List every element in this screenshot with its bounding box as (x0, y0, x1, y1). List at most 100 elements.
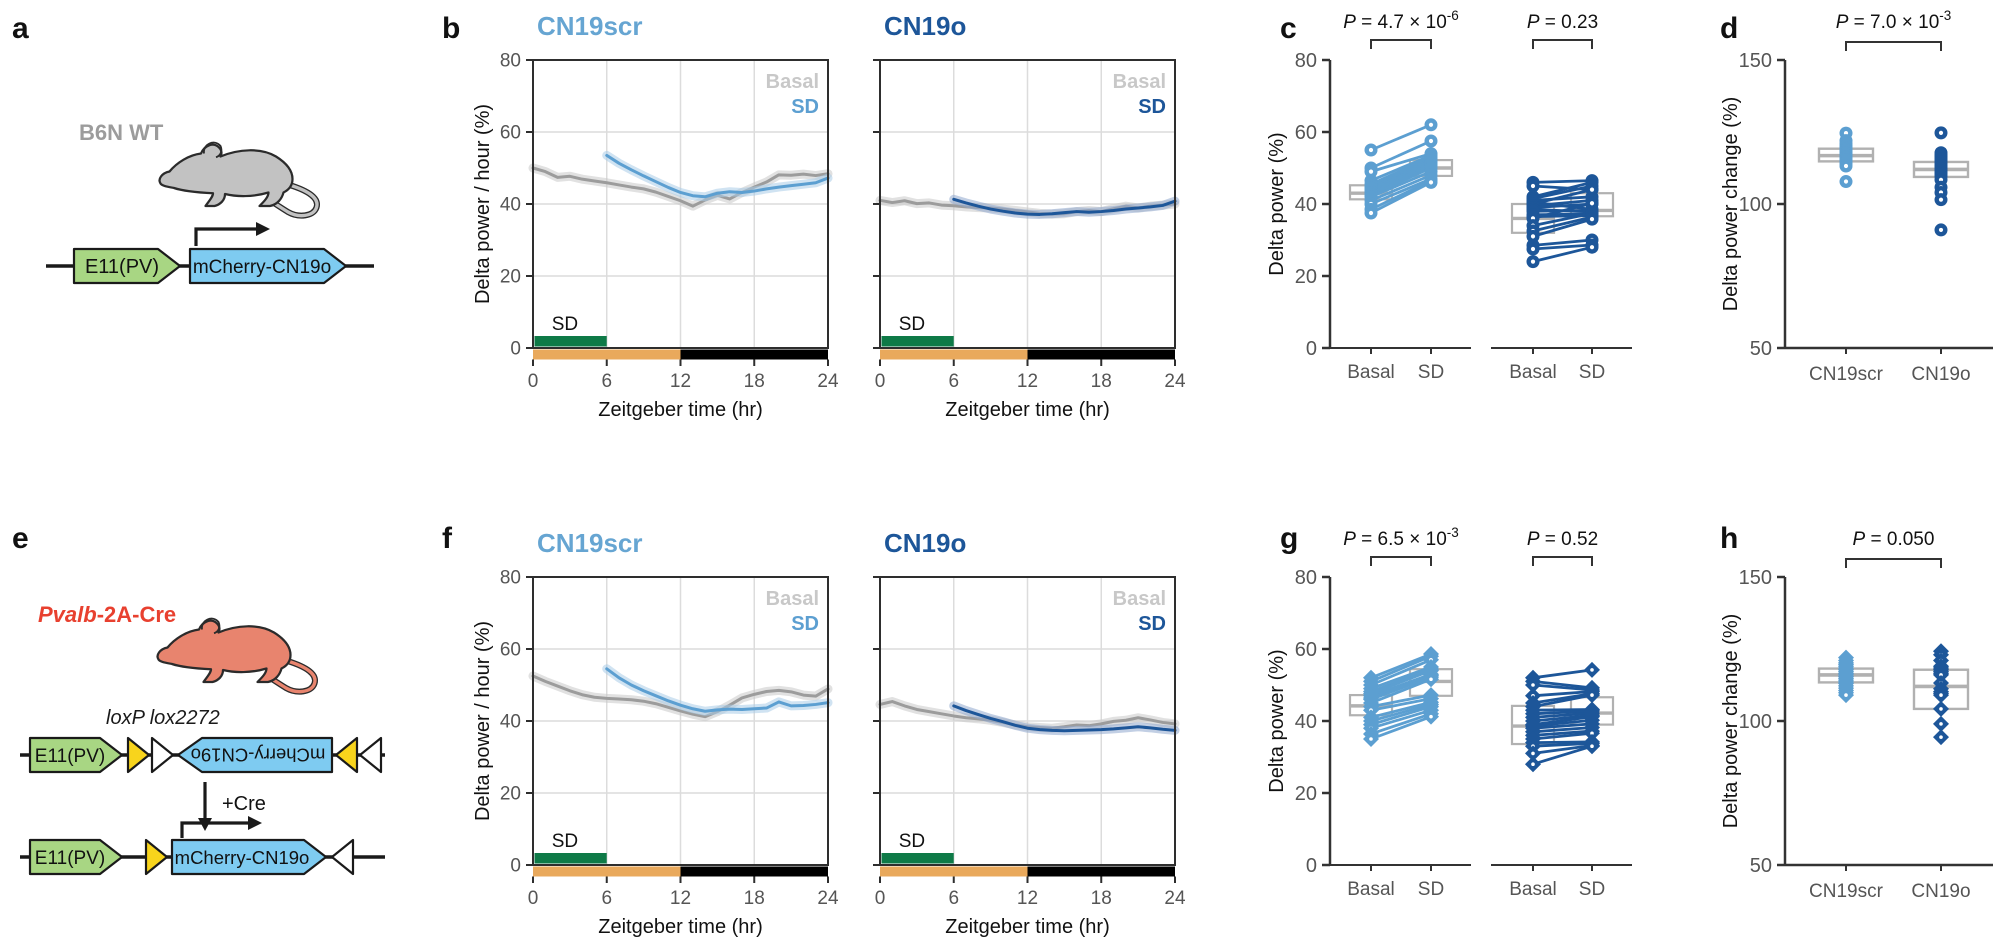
svg-text:40: 40 (1295, 194, 1317, 216)
chart-title: CN19o (884, 528, 966, 558)
y-axis-label: Delta power change (%) (1720, 614, 1742, 829)
panel-label-a: a (12, 12, 29, 45)
svg-text:80: 80 (500, 568, 521, 589)
svg-text:50: 50 (1750, 338, 1772, 360)
svg-text:18: 18 (744, 888, 765, 909)
series-line-basal (531, 166, 830, 208)
chart-c: 0 20 40 60 80 Delta power (%) Basal SD P = 4.7 ×… (1266, 8, 1632, 383)
category-label: Basal (1509, 362, 1557, 383)
svg-text:20: 20 (1295, 783, 1317, 805)
chart-g: 0 20 40 60 80 Delta power (%) Basal SD P = 6.5 ×… (1266, 525, 1632, 900)
svg-text:E11(PV): E11(PV) (35, 746, 105, 767)
svg-text:12: 12 (670, 371, 691, 392)
panel-label-e: e (12, 522, 29, 555)
sd-period-bar (881, 336, 954, 347)
svg-text:50: 50 (1750, 855, 1772, 877)
panel-label-d: d (1720, 12, 1738, 45)
p-value: P = 7.0 × 10-3 (1836, 8, 1952, 33)
series-line-sd (605, 667, 830, 713)
mouse-silhouette-pvalb (156, 617, 318, 695)
svg-text:40: 40 (500, 195, 521, 216)
svg-text:100: 100 (1739, 194, 1772, 216)
group-label: CN19o (1911, 364, 1970, 385)
sd-period-bar (534, 853, 607, 864)
legend-sd: SD (1138, 96, 1166, 118)
x-axis-label: Zeitgeber time (hr) (598, 916, 763, 938)
p-value: P = 4.7 × 10-6 (1343, 8, 1459, 33)
svg-text:0: 0 (510, 856, 521, 877)
construct-a: E11(PV) mCherry-CN19o (46, 222, 374, 285)
mouse-strain-label-cre: Pvalb-2A-Cre (38, 602, 176, 627)
construct-e-recombined: E11(PV) mCherry-CN19o (20, 816, 385, 876)
svg-text:6: 6 (601, 371, 612, 392)
category-label: Basal (1347, 879, 1395, 900)
svg-text:E11(PV): E11(PV) (85, 256, 159, 278)
sd-period-bar (534, 336, 607, 347)
svg-text:6: 6 (948, 888, 959, 909)
chart-b_cn19o: SD 0 6 12 18 24 Zeitgeber time (hr) CN19o Basal S… (873, 11, 1186, 421)
chart-title: CN19scr (537, 528, 643, 558)
group-label: CN19o (1911, 881, 1970, 902)
svg-text:0: 0 (875, 371, 886, 392)
y-axis-label: Delta power (%) (1266, 132, 1288, 275)
chart-f_cn19o: SD 0 6 12 18 24 Zeitgeber time (hr) CN19o Basal S… (873, 528, 1186, 938)
x-axis-label: Zeitgeber time (hr) (598, 399, 763, 421)
category-label: Basal (1509, 879, 1557, 900)
panel-label-c: c (1280, 12, 1297, 45)
svg-text:150: 150 (1739, 50, 1772, 72)
chart-title: CN19scr (537, 11, 643, 41)
svg-text:60: 60 (500, 640, 521, 661)
legend-basal: Basal (1113, 588, 1166, 610)
svg-text:mCherry-CN19o: mCherry-CN19o (191, 745, 326, 766)
svg-text:0: 0 (528, 371, 539, 392)
category-label: SD (1418, 879, 1444, 900)
series-line-basal (531, 674, 830, 719)
mouse-silhouette-b6n (158, 141, 320, 219)
category-label: Basal (1347, 362, 1395, 383)
svg-text:24: 24 (1164, 371, 1186, 392)
panel-label-h: h (1720, 522, 1738, 555)
sd-period-label: SD (899, 831, 925, 852)
legend-basal: Basal (766, 588, 819, 610)
construct-e-floxed: E11(PV) mCherry-CN19o (20, 736, 385, 774)
inverted-gene-label: mCherry-CN19o (191, 745, 326, 766)
generated-graphics: E11(PV) mCherry-CN19o E11(PV) mCherry-CN19o… (20, 8, 1993, 938)
svg-text:mCherry-CN19o: mCherry-CN19o (193, 257, 331, 278)
y-axis-label: Delta power / hour (%) (472, 104, 494, 304)
y-axis-label: Delta power change (%) (1720, 97, 1742, 312)
svg-text:E11(PV): E11(PV) (35, 848, 105, 869)
sd-period-bar (881, 853, 954, 864)
svg-text:100: 100 (1739, 711, 1772, 733)
svg-text:18: 18 (744, 371, 765, 392)
series-line-sd (952, 704, 1177, 733)
svg-text:24: 24 (1164, 888, 1186, 909)
svg-text:24: 24 (817, 888, 839, 909)
chart-b_cn19scr: SD 0 20 40 60 80 0 6 12 18 24 Zeitgeber time (hr) De… (472, 11, 839, 421)
y-axis-label: Delta power (%) (1266, 649, 1288, 792)
sd-period-label: SD (552, 831, 578, 852)
panel-label-b: b (442, 12, 460, 45)
light-phase-bar (880, 349, 1028, 360)
p-value: P = 0.050 (1853, 529, 1935, 550)
svg-text:6: 6 (948, 371, 959, 392)
svg-text:20: 20 (500, 784, 521, 805)
svg-text:0: 0 (510, 339, 521, 360)
panel-label-f: f (442, 522, 453, 555)
svg-text:12: 12 (1017, 888, 1038, 909)
light-phase-bar (533, 349, 681, 360)
group-label: CN19scr (1809, 364, 1884, 385)
svg-text:12: 12 (670, 888, 691, 909)
chart-h: 50 100 150 Delta power change (%) CN19scr CN1… (1720, 529, 1993, 902)
svg-text:+Cre: +Cre (222, 793, 266, 815)
x-axis-label: Zeitgeber time (hr) (945, 399, 1110, 421)
p-value: P = 0.52 (1527, 529, 1598, 550)
panel-label-g: g (1280, 522, 1298, 555)
legend-sd: SD (1138, 613, 1166, 635)
dark-phase-bar (1027, 866, 1175, 877)
svg-text:18: 18 (1091, 888, 1112, 909)
svg-text:18: 18 (1091, 371, 1112, 392)
chart-d: 50 100 150 Delta power change (%) CN19scr CN1… (1720, 8, 1993, 385)
chart-f_cn19scr: SD 0 20 40 60 80 0 6 12 18 24 Zeitgeber time (hr) De… (472, 528, 839, 938)
dark-phase-bar (680, 349, 828, 360)
